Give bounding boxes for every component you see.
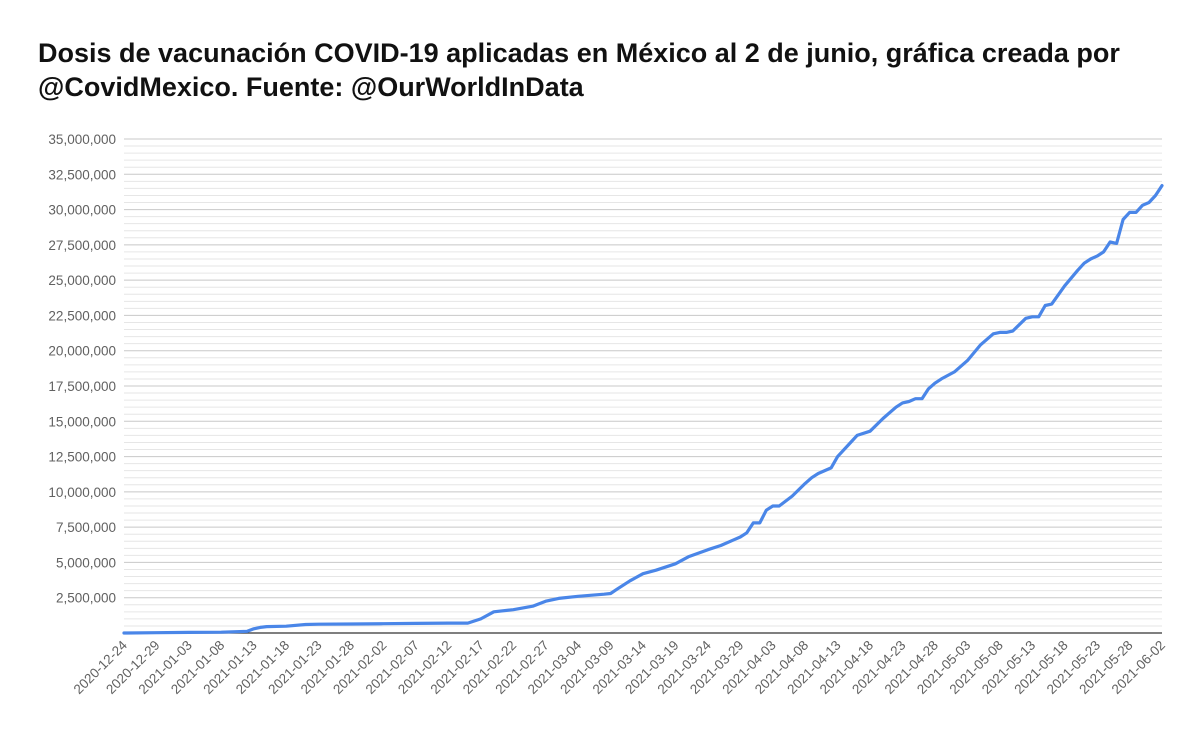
y-tick-label: 30,000,000: [48, 203, 116, 218]
y-tick-label: 15,000,000: [48, 414, 116, 429]
y-tick-label: 2,500,000: [56, 591, 116, 606]
y-tick-label: 35,000,000: [48, 132, 116, 147]
y-tick-label: 5,000,000: [56, 555, 116, 570]
y-tick-label: 17,500,000: [48, 379, 116, 394]
y-tick-label: 12,500,000: [48, 450, 116, 465]
y-tick-label: 10,000,000: [48, 485, 116, 500]
x-axis-tick-labels: 2020-12-242020-12-292021-01-032021-01-08…: [71, 637, 1168, 697]
y-tick-label: 32,500,000: [48, 167, 116, 182]
series-group: [122, 184, 1164, 635]
y-tick-label: 25,000,000: [48, 273, 116, 288]
chart-title: Dosis de vacunación COVID-19 aplicadas e…: [38, 38, 1120, 102]
series-line: [122, 184, 1164, 635]
y-tick-label: 20,000,000: [48, 344, 116, 359]
y-tick-label: 27,500,000: [48, 238, 116, 253]
gridlines: [124, 138, 1162, 627]
y-tick-label: 22,500,000: [48, 308, 116, 323]
y-tick-label: 7,500,000: [56, 520, 116, 535]
y-axis-tick-labels: 2,500,000 5,000,000 7,500,000 10,000,000 12,…: [48, 132, 116, 606]
